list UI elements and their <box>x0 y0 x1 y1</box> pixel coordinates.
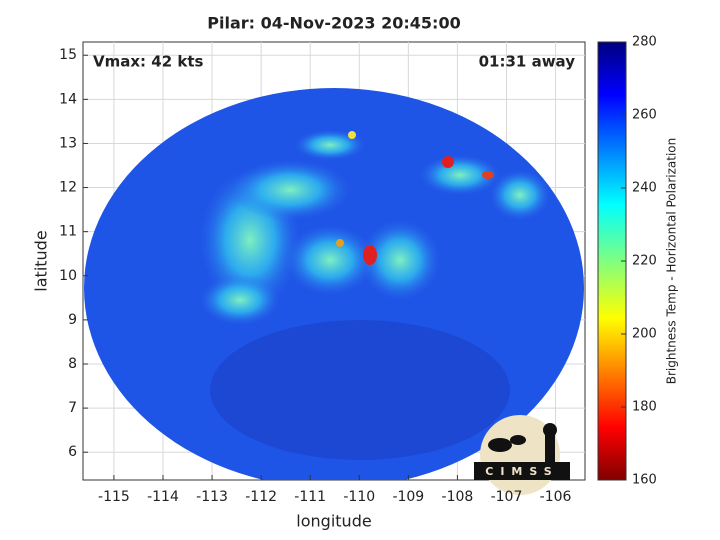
x-tick-label: -107 <box>491 489 523 505</box>
x-tick-label: -114 <box>147 489 179 505</box>
annotation: Vmax: 42 kts <box>93 53 203 71</box>
logo-text: CIMSS <box>485 465 558 478</box>
y-tick-label: 9 <box>68 312 77 328</box>
y-tick-label: 8 <box>68 356 77 372</box>
logo: CIMSS <box>474 415 570 495</box>
x-tick-label: -115 <box>98 489 130 505</box>
satellite-image <box>84 88 584 480</box>
colorbar-tick-label: 220 <box>632 254 657 269</box>
colorbar-tick-label: 160 <box>632 473 657 488</box>
x-tick-label: -106 <box>540 489 572 505</box>
colorbar-tick-label: 180 <box>632 400 657 415</box>
x-tick-label: -109 <box>392 489 424 505</box>
chart-title: Pilar: 04-Nov-2023 20:45:00 <box>207 14 460 33</box>
y-tick-label: 15 <box>59 47 77 63</box>
x-tick-label: -112 <box>245 489 277 505</box>
y-tick-label: 7 <box>68 400 77 416</box>
colorbar-tick-label: 240 <box>632 181 657 196</box>
y-tick-label: 6 <box>68 444 77 460</box>
colorbar-tick-label: 280 <box>632 35 657 50</box>
annotation: 01:31 away <box>479 53 576 71</box>
y-tick-label: 11 <box>59 224 77 240</box>
colorbar-tick-label: 200 <box>632 327 657 342</box>
y-tick-label: 13 <box>59 135 77 151</box>
y-tick-label: 14 <box>59 91 77 107</box>
x-axis-label: longitude <box>296 512 371 531</box>
x-tick-label: -108 <box>442 489 474 505</box>
colorbar-label: Brightness Temp - Horizontal Polarizatio… <box>665 138 679 385</box>
y-tick-label: 10 <box>59 268 77 284</box>
y-tick-label: 12 <box>59 180 77 196</box>
x-tick-label: -111 <box>294 489 326 505</box>
x-tick-label: -110 <box>343 489 375 505</box>
x-tick-label: -113 <box>196 489 228 505</box>
colorbar-tick-label: 260 <box>632 108 657 123</box>
y-axis-label: latitude <box>32 230 51 291</box>
